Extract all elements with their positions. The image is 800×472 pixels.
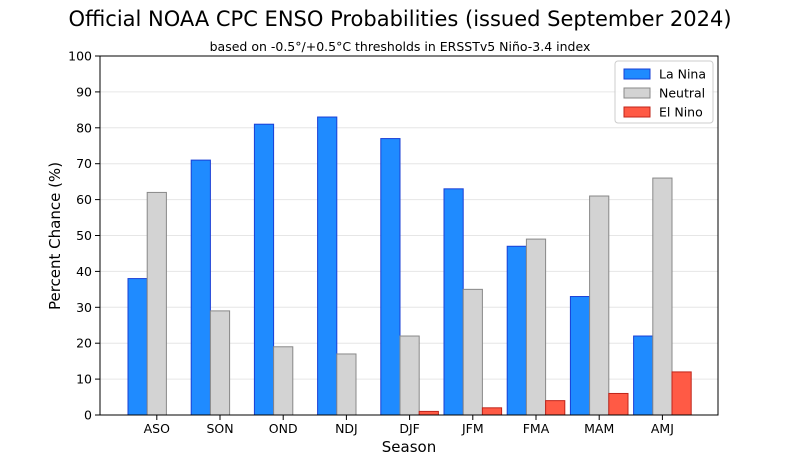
bar-la-nina-ond: [253, 123, 275, 416]
x-tick-label: DJF: [399, 421, 420, 436]
bar-neutral-aso: [146, 191, 167, 416]
y-tick-label: 70: [76, 156, 92, 171]
legend-swatch-la-nina: [623, 68, 651, 80]
bar-neutral-jfm: [462, 288, 483, 416]
bar-la-nina-son: [190, 159, 211, 416]
bar-neutral-ond: [273, 346, 294, 416]
bar-la-nina-jfm: [443, 188, 464, 416]
x-tick-label: AMJ: [651, 421, 674, 436]
bar-la-nina-amj: [633, 335, 654, 416]
bar-la-nina-ndj: [317, 116, 338, 416]
legend-label-el-nino: El Nino: [659, 105, 703, 120]
bar-neutral-son: [209, 310, 231, 416]
bar-neutral-djf: [399, 335, 420, 416]
y-tick-label: 20: [76, 336, 92, 351]
y-tick-label: 50: [76, 228, 92, 243]
bar-la-nina-djf: [380, 138, 401, 416]
bar-el-nino-djf: [418, 410, 439, 416]
chart-title: Official NOAA CPC ENSO Probabilities (is…: [68, 7, 731, 31]
plot-frame: [99, 55, 719, 416]
chart-subtitle: based on -0.5°/+0.5°C thresholds in ERSS…: [210, 39, 591, 54]
legend-label-neutral: Neutral: [659, 86, 705, 101]
x-tick-label: NDJ: [335, 421, 358, 436]
y-tick-label: 80: [76, 120, 92, 135]
bars-layer: [127, 116, 692, 416]
bar-neutral-ndj: [336, 353, 357, 416]
bar-el-nino-jfm: [481, 407, 503, 416]
x-axis-label: Season: [382, 438, 436, 456]
legend: La Nina Neutral El Nino: [614, 60, 714, 124]
bar-la-nina-aso: [127, 278, 148, 416]
bar-el-nino-mam: [608, 392, 629, 416]
bar-neutral-amj: [652, 177, 673, 416]
x-tick-label: FMA: [523, 421, 550, 436]
x-tick-label: OND: [269, 421, 298, 436]
bar-el-nino-amj: [671, 371, 692, 416]
y-tick-label: 40: [76, 264, 92, 279]
y-tick-label: 10: [76, 372, 92, 387]
legend-swatch-el-nino: [623, 106, 651, 118]
y-tick-label: 100: [68, 49, 92, 64]
legend-swatch-neutral: [623, 87, 651, 99]
x-tick-label: MAM: [584, 421, 614, 436]
x-tick-label: SON: [206, 421, 233, 436]
y-tick-label: 60: [76, 192, 92, 207]
y-tick-label: 90: [76, 84, 92, 99]
bar-la-nina-mam: [569, 296, 591, 416]
legend-label-la-nina: La Nina: [659, 67, 706, 82]
bar-el-nino-fma: [545, 400, 566, 416]
axes-layer: 0 10 20 30 40 50 60 70 80 90 100 ASO SON OND NDJ DJF JFM…: [68, 49, 719, 436]
y-axis-label: Percent Chance (%): [46, 162, 64, 310]
bar-la-nina-fma: [506, 245, 527, 416]
y-tick-label: 30: [76, 300, 92, 315]
bar-neutral-mam: [589, 195, 610, 416]
bar-neutral-fma: [525, 238, 547, 416]
y-tick-label: 0: [84, 408, 92, 423]
x-tick-label: ASO: [144, 421, 170, 436]
x-tick-label: JFM: [461, 421, 484, 436]
